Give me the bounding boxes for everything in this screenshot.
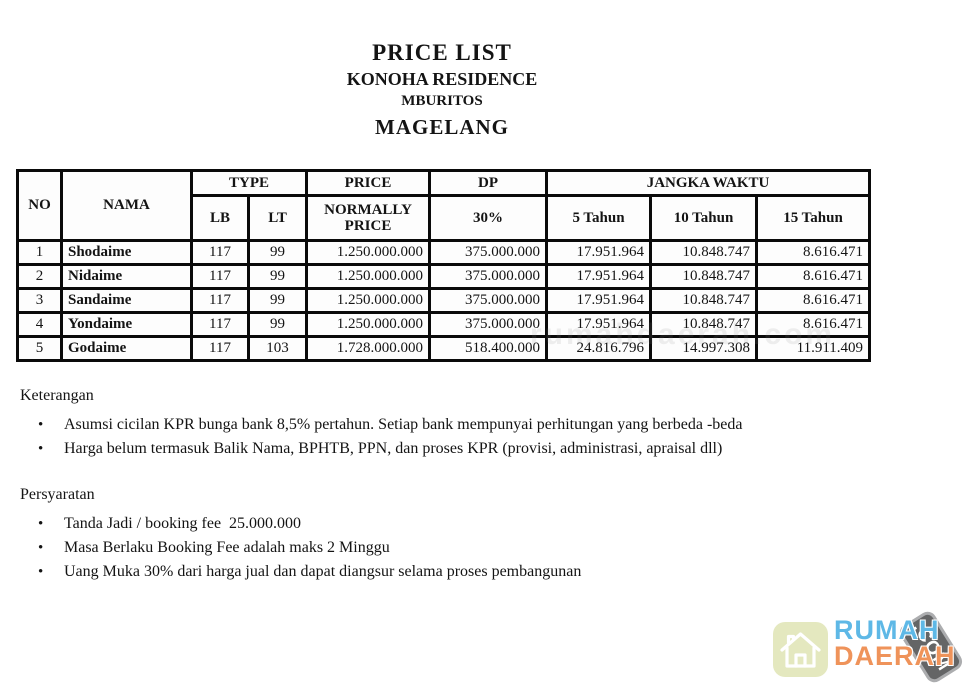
cell-lt: 99 [246,311,309,338]
logo-word-rumah: RUMAH [834,615,940,645]
keterangan-heading: Keterangan [20,387,94,404]
cell-dp: 375.000.000 [428,311,549,338]
col-header-lt: LT [246,194,309,242]
list-item: • Masa Berlaku Booking Fee adalah maks 2… [20,536,868,560]
cell-t5: 17.951.964 [545,239,653,266]
cell-price: 1.250.000.000 [305,287,432,314]
persyaratan-item: Masa Berlaku Booking Fee adalah maks 2 M… [64,539,390,556]
persyaratan-item: Uang Muka 30% dari harga jual dan dapat … [64,563,582,580]
cell-lt: 99 [246,239,309,266]
cell-t15: 8.616.471 [755,287,872,314]
cell-t5: 17.951.964 [545,287,653,314]
cell-t5: 17.951.964 [545,263,653,290]
cell-t10: 14.997.308 [649,335,759,362]
cell-t10: 10.848.747 [649,311,759,338]
cell-nama: Yondaime [60,311,193,338]
bullet-icon: • [38,417,44,433]
col-header-lb: LB [190,194,250,242]
cell-t5: 24.816.796 [545,335,653,362]
cell-no: 5 [16,335,63,362]
col-header-5-tahun: 5 Tahun [545,194,653,242]
cell-nama: Godaime [60,335,193,362]
list-item: • Tanda Jadi / booking fee 25.000.000 [20,512,868,536]
cell-price: 1.250.000.000 [305,311,432,338]
title-price-list: PRICE LIST [372,40,512,65]
cell-t10: 10.848.747 [649,239,759,266]
list-item: • Asumsi cicilan KPR bunga bank 8,5% per… [20,413,868,437]
cell-lt: 103 [246,335,309,362]
cell-nama: Nidaime [60,263,193,290]
page-title: PRICE LIST KONOHA RESIDENCE MBURITOS MAG… [16,0,868,140]
cell-t10: 10.848.747 [649,263,759,290]
cell-nama: Sandaime [60,287,193,314]
bullet-icon: • [38,564,44,580]
table-row: 3 Sandaime 117 99 1.250.000.000 375.000.… [16,287,872,314]
col-header-10-tahun: 10 Tahun [649,194,759,242]
logo-word-daerah: DAERAH [834,641,956,671]
persyaratan-item: Tanda Jadi / booking fee 25.000.000 [64,515,302,532]
keterangan-item: Harga belum termasuk Balik Nama, BPHTB, … [64,440,723,457]
cell-lb: 117 [190,263,250,290]
cell-lt: 99 [246,287,309,314]
col-header-type: TYPE [189,169,309,197]
rumahdaerah-logo: .COM RUMAH DAERAH [768,608,978,690]
title-residence: KONOHA RESIDENCE [346,69,538,89]
cell-no: 2 [16,263,63,290]
bullet-icon: • [38,441,44,457]
cell-lb: 117 [190,335,250,362]
persyaratan-section: Persyaratan • Tanda Jadi / booking fee 2… [20,483,868,584]
cell-lb: 117 [190,239,250,266]
cell-t15: 8.616.471 [755,311,872,338]
table-row: 2 Nidaime 117 99 1.250.000.000 375.000.0… [16,263,872,290]
col-header-price: PRICE [305,169,432,197]
col-header-jangka-waktu: JANGKA WAKTU [545,169,872,197]
list-item: • Uang Muka 30% dari harga jual dan dapa… [20,560,868,584]
cell-lb: 117 [190,287,250,314]
cell-t15: 8.616.471 [755,239,872,266]
table-row: 5 Godaime 117 103 1.728.000.000 518.400.… [16,335,872,362]
cell-lt: 99 [246,263,309,290]
persyaratan-heading: Persyaratan [20,486,95,503]
price-table: NO NAMA TYPE PRICE DP JANGKA WAKTU LB LT… [16,169,872,362]
cell-price: 1.728.000.000 [305,335,432,362]
cell-dp: 518.400.000 [428,335,549,362]
cell-t15: 8.616.471 [755,263,872,290]
cell-lb: 117 [190,311,250,338]
bullet-icon: • [38,516,44,532]
document-page: PRICE LIST KONOHA RESIDENCE MBURITOS MAG… [16,0,872,584]
cell-t15: 11.911.409 [755,335,872,362]
col-header-30-percent: 30% [428,194,549,242]
bullet-icon: • [38,540,44,556]
table-row: 1 Shodaime 117 99 1.250.000.000 375.000.… [16,239,872,266]
cell-t10: 10.848.747 [649,287,759,314]
table-row: 4 Yondaime 117 99 1.250.000.000 375.000.… [16,311,872,338]
keterangan-item: Asumsi cicilan KPR bunga bank 8,5% perta… [64,416,743,433]
col-header-15-tahun: 15 Tahun [755,194,872,242]
title-city: MAGELANG [375,115,509,139]
cell-price: 1.250.000.000 [305,239,432,266]
cell-nama: Shodaime [60,239,193,266]
title-location: MBURITOS [401,93,483,109]
cell-t5: 17.951.964 [545,311,653,338]
col-header-normally-price: NORMALLY PRICE [305,194,432,242]
cell-price: 1.250.000.000 [305,263,432,290]
col-header-dp: DP [428,169,549,197]
col-header-nama: NAMA [60,169,193,242]
logo-wordmark: RUMAH DAERAH [834,615,956,671]
list-item: • Harga belum termasuk Balik Nama, BPHTB… [20,437,868,461]
cell-dp: 375.000.000 [428,239,549,266]
keterangan-section: Keterangan • Asumsi cicilan KPR bunga ba… [20,384,868,461]
cell-dp: 375.000.000 [428,287,549,314]
cell-no: 4 [16,311,63,338]
cell-dp: 375.000.000 [428,263,549,290]
cell-no: 3 [16,287,63,314]
house-icon [773,622,828,677]
col-header-no: NO [16,169,63,242]
cell-no: 1 [16,239,63,266]
